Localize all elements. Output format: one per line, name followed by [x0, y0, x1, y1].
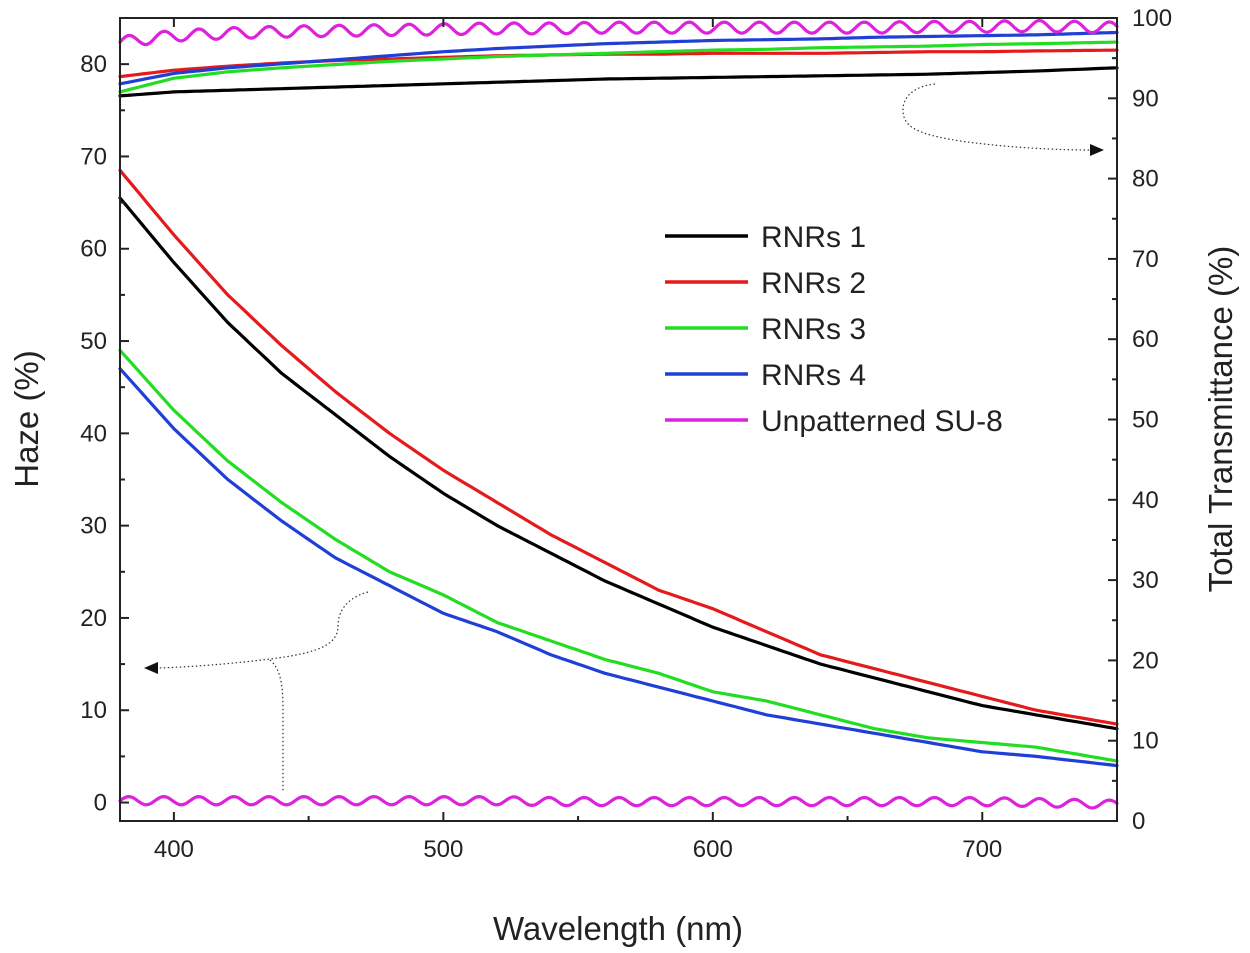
legend-label: Unpatterned SU-8: [761, 405, 1003, 438]
y2-tick-label: 50: [1132, 407, 1159, 434]
y2-tick-label: 100: [1132, 5, 1172, 32]
transmittance-line-rnrs-4: [118, 30, 1119, 86]
y-tick-label: 0: [94, 790, 107, 817]
transmittance-axis-pointer: [902, 83, 1091, 151]
y2-tick-label: 80: [1132, 166, 1159, 193]
series-layer: [118, 18, 1119, 810]
haze-line-rnrs-4: [118, 367, 1119, 768]
y2-tick-label: 20: [1132, 647, 1159, 674]
haze-axis-arrowhead: [144, 662, 158, 674]
haze-axis-pointer-tail: [269, 659, 284, 792]
y2-axis-title: Total Transmittance (%): [1202, 246, 1239, 593]
transmittance-line-rnrs-3: [118, 40, 1119, 94]
y-tick-label: 10: [80, 697, 107, 724]
legend-label: RNRs 2: [761, 267, 866, 300]
transmittance-line-unpatterned-su-8: [118, 18, 1119, 47]
pointer-layer: [144, 83, 1104, 792]
y-axis-title: Haze (%): [8, 350, 45, 488]
legend: RNRs 1 RNRs 2 RNRs 3 RNRs 4 Unpatterned SU-8: [665, 221, 1003, 438]
haze-line-rnrs-2: [118, 168, 1119, 726]
x-tick-label: 500: [423, 836, 463, 863]
legend-label: RNRs 4: [761, 359, 866, 392]
axes-layer: 400 500 600 700 0 10 20 30 40 50 60 70 80 0 10 20 30 40 50…: [80, 5, 1172, 863]
y2-tick-label: 90: [1132, 85, 1159, 112]
y2-tick-label: 30: [1132, 567, 1159, 594]
y-tick-label: 40: [80, 420, 107, 447]
legend-label: RNRs 1: [761, 221, 866, 254]
y-tick-label: 60: [80, 236, 107, 263]
y-tick-label: 20: [80, 605, 107, 632]
x-axis-title: Wavelength (nm): [493, 910, 743, 947]
haze-line-rnrs-1: [118, 196, 1119, 731]
transmittance-axis-arrowhead: [1090, 144, 1104, 156]
y-tick-label: 30: [80, 513, 107, 540]
y-tick-label: 70: [80, 143, 107, 170]
y-tick-label: 50: [80, 328, 107, 355]
transmittance-line-rnrs-1: [118, 66, 1119, 98]
y2-tick-label: 70: [1132, 246, 1159, 273]
y2-tick-label: 60: [1132, 326, 1159, 353]
haze-line-unpatterned-su-8: [118, 795, 1119, 810]
y-tick-label: 80: [80, 51, 107, 78]
y2-tick-label: 0: [1132, 808, 1145, 835]
x-tick-label: 600: [693, 836, 733, 863]
y2-tick-label: 40: [1132, 487, 1159, 514]
legend-label: RNRs 3: [761, 313, 866, 346]
haze-line-rnrs-3: [118, 348, 1119, 763]
x-tick-label: 700: [962, 836, 1002, 863]
y2-tick-label: 10: [1132, 728, 1159, 755]
x-tick-label: 400: [154, 836, 194, 863]
haze-axis-pointer: [157, 591, 369, 669]
